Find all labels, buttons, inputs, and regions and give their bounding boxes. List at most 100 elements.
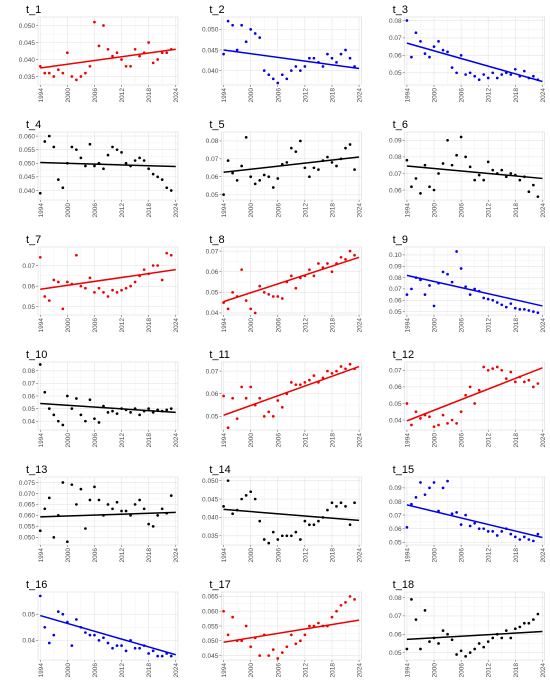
data-point [169,494,173,497]
data-point [532,618,535,621]
y-tick-label: 0.05 [389,70,402,77]
data-point [423,52,427,55]
data-point [495,365,499,369]
data-point [432,188,436,192]
y-tick-label: 0.045 [19,40,36,47]
data-point [142,507,146,511]
data-point [52,633,56,637]
data-point [165,51,169,55]
y-tick-label: 0.06 [389,187,402,194]
x-tick-label: 2018 [513,203,520,218]
data-point [56,419,60,423]
data-point [97,286,101,290]
data-point [258,396,262,400]
data-point [133,503,137,506]
y-tick-label: 0.09 [389,138,402,145]
y-tick-label: 0.060 [202,609,219,616]
y-tick-label: 0.050 [202,478,219,485]
x-tick-label: 1994 [221,548,228,563]
panel-t_11: t_11 1994 2000 2006 2012 2018 2024 0.05 0.06 0.07 [206,349,364,447]
data-point [147,41,150,44]
x-tick-label: 2006 [459,548,466,563]
data-point [522,621,526,625]
data-point [410,55,413,59]
data-point [75,253,78,257]
data-point [84,71,87,75]
data-point [339,52,343,56]
data-point [222,609,225,613]
data-point [317,262,320,265]
data-point [156,175,160,179]
data-point [156,264,160,267]
x-tick-label: 2000 [248,548,255,563]
data-point [527,378,531,382]
data-point [532,74,535,78]
panel-t_5: t_5 1994 2000 2006 2012 2018 2024 0.05 0.06 0.07 0… [206,119,364,217]
data-point [160,654,164,658]
y-tick-label: 0.075 [19,480,36,487]
y-tick-label: 0.06 [206,391,219,398]
data-point [294,383,298,387]
trend-line [406,367,543,422]
data-point [446,138,449,142]
data-point [423,493,427,497]
x-tick-label: 1994 [221,663,228,678]
data-point [93,290,96,294]
trend-line [223,365,360,416]
data-point [38,363,42,366]
data-point [464,654,467,658]
panel-title: t_13 [26,464,47,476]
data-point [441,48,445,52]
data-point [222,52,225,56]
data-point [231,290,234,294]
data-point [124,64,128,68]
data-point [432,304,436,308]
data-point [61,71,65,75]
data-point [165,408,169,412]
data-point [93,20,96,24]
data-point [70,407,74,410]
data-point [446,479,449,483]
data-point [226,479,230,483]
trend-line [223,508,360,522]
x-tick-label: 1994 [221,88,228,103]
data-point [231,512,234,516]
data-point [518,625,522,629]
data-point [344,505,347,508]
data-point [419,417,422,420]
data-point [527,309,531,312]
data-point [267,410,271,414]
x-tick-label: 2006 [92,663,99,678]
data-point [518,178,522,182]
x-tick-label: 2018 [329,203,336,218]
data-point [244,299,248,302]
data-point [303,65,307,68]
data-point [70,483,74,487]
data-point [330,501,334,505]
y-tick-label: 0.06 [206,174,219,181]
y-tick-label: 0.05 [389,650,402,657]
x-tick-label: 2024 [357,318,364,333]
x-tick-label: 2018 [329,433,336,448]
data-point [522,307,526,311]
data-point [142,159,146,162]
y-tick-label: 0.07 [389,286,402,293]
data-point [303,381,307,384]
data-point [405,158,409,162]
data-point [348,249,352,253]
data-point [226,19,230,23]
data-point [308,56,311,60]
x-tick-label: 2024 [173,88,180,103]
panel-title: t_2 [209,4,224,16]
data-point [102,167,105,171]
x-tick-label: 2000 [65,318,72,333]
x-tick-label: 1994 [221,433,228,448]
trend-line [40,268,176,290]
panel-title: t_3 [393,4,408,16]
data-point [262,415,266,418]
data-point [326,52,329,56]
x-tick-label: 2018 [513,663,520,678]
x-tick-label: 2024 [357,433,364,448]
data-point [348,56,352,60]
data-point [455,153,458,157]
